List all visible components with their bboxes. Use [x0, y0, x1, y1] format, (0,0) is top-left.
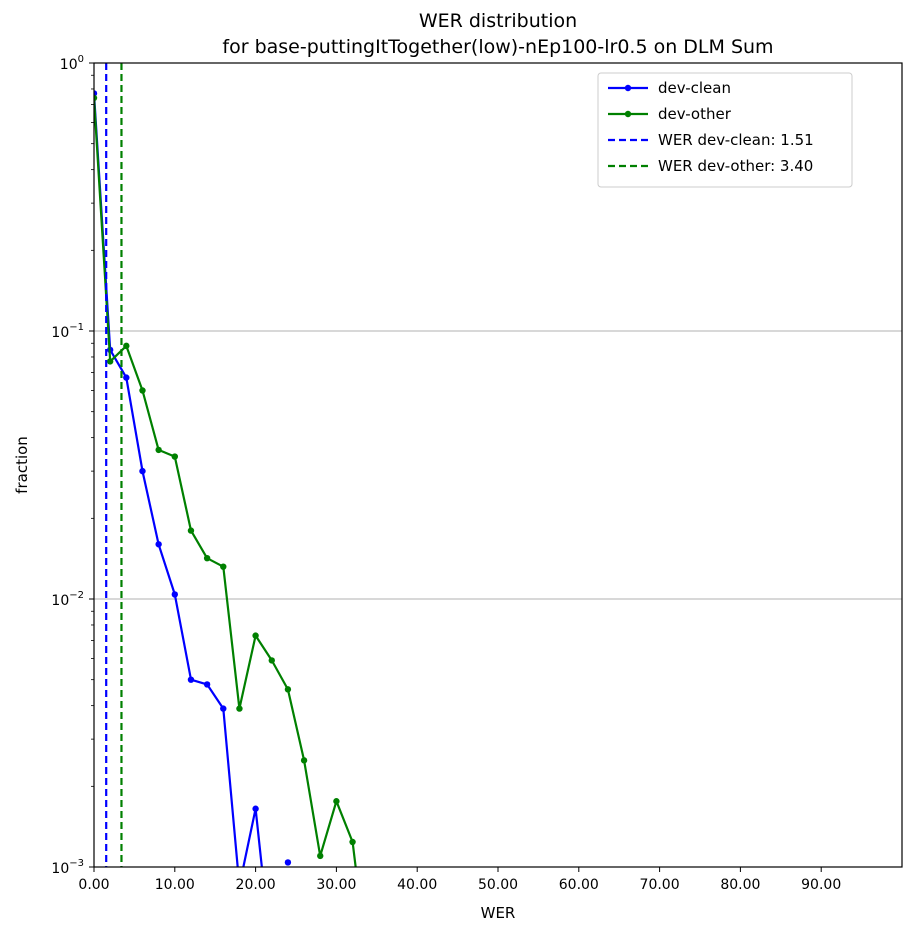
data-point — [155, 541, 162, 548]
data-point — [94, 94, 98, 102]
y-tick-exponent: 0 — [78, 54, 84, 65]
data-point — [349, 838, 356, 846]
y-tick-label: 10−1 — [51, 322, 84, 341]
data-point — [284, 686, 292, 693]
data-point — [252, 632, 259, 639]
data-point — [139, 387, 146, 394]
y-tick-label: 10−2 — [51, 590, 84, 609]
chart-subtitle: for base-puttingItTogether(low)-nEp100-l… — [222, 36, 773, 58]
grid-lines — [94, 330, 902, 600]
x-axis-ticks: 0.00 10.00 20.00 30.00 40.00 50.00 60.00 70.00 8… — [78, 867, 841, 893]
series-line — [94, 97, 357, 867]
data-point — [171, 453, 178, 460]
x-tick-label: 60.00 — [559, 877, 599, 893]
legend-item: WER dev-clean: 1.51 — [608, 131, 814, 149]
data-point — [220, 563, 227, 570]
data-point — [300, 757, 308, 764]
y-tick-base: 10 — [60, 57, 78, 73]
series-layer — [94, 63, 357, 867]
series-1 — [94, 94, 357, 867]
y-tick-base: 10 — [51, 861, 69, 877]
data-point — [123, 342, 130, 350]
y-tick-exponent: −2 — [69, 590, 84, 601]
y-tick-label: 100 — [60, 54, 84, 73]
x-tick-label: 70.00 — [640, 877, 680, 893]
legend-label: dev-clean — [658, 79, 731, 97]
data-point — [203, 554, 211, 562]
data-point — [203, 681, 211, 688]
x-tick-label: 30.00 — [316, 877, 356, 893]
data-point — [268, 657, 275, 664]
data-point — [155, 446, 162, 454]
data-point — [123, 374, 130, 381]
x-tick-label: 10.00 — [155, 877, 195, 893]
y-tick-label: 10−3 — [51, 858, 84, 877]
x-tick-label: 50.00 — [478, 877, 518, 893]
series-0 — [94, 90, 292, 867]
data-point — [236, 705, 243, 712]
legend-label: WER dev-other: 3.40 — [658, 157, 813, 175]
data-point — [106, 358, 114, 365]
legend-box — [597, 72, 853, 188]
data-point — [333, 798, 340, 805]
y-tick-base: 10 — [51, 325, 69, 341]
legend-label: dev-other — [658, 105, 732, 123]
legend-item: dev-clean — [608, 79, 731, 97]
series-line — [94, 93, 263, 867]
data-point — [284, 859, 292, 866]
legend-item: dev-other — [608, 105, 732, 123]
data-point — [187, 527, 195, 534]
y-tick-base: 10 — [51, 593, 69, 609]
legend-marker — [624, 84, 632, 92]
data-point — [317, 852, 324, 860]
data-point — [139, 467, 146, 475]
x-tick-label: 0.00 — [78, 877, 109, 893]
chart-title: WER distribution — [419, 10, 577, 32]
x-tick-label: 90.00 — [801, 877, 841, 893]
data-point — [252, 805, 259, 812]
legend-item: WER dev-other: 3.40 — [608, 157, 813, 175]
x-tick-label: 40.00 — [397, 877, 437, 893]
y-axis-label: fraction — [13, 436, 31, 494]
x-tick-label: 20.00 — [236, 877, 276, 893]
legend: dev-clean dev-other WER dev-clean: 1.51 WER… — [597, 72, 853, 188]
x-axis-label: WER — [481, 904, 516, 922]
data-point — [220, 705, 227, 712]
y-tick-exponent: −1 — [69, 322, 84, 333]
legend-marker — [624, 110, 632, 118]
y-tick-exponent: −3 — [69, 858, 84, 869]
x-tick-label: 80.00 — [720, 877, 760, 893]
data-point — [187, 676, 195, 683]
legend-label: WER dev-clean: 1.51 — [658, 131, 814, 149]
data-point — [171, 591, 178, 598]
